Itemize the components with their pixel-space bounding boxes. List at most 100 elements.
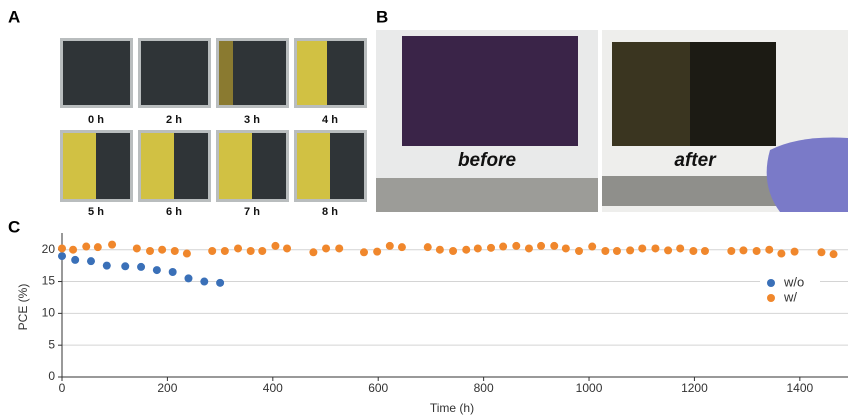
data-point [524,244,533,253]
x-tick-label: 1200 [681,381,708,395]
data-point [462,245,471,254]
data-point [58,244,66,253]
sample-label: 0 h [88,114,104,126]
data-point [689,247,698,255]
y-axis-label: PCE (%) [16,284,30,331]
data-point [561,244,570,253]
y-tick-label: 5 [48,337,55,351]
data-point [626,246,635,255]
data-point [739,246,748,255]
data-point [423,243,432,252]
panel-label: B [376,7,388,26]
legend-marker [767,279,775,287]
data-point [258,247,267,255]
data-point [82,242,91,251]
data-point [283,244,292,253]
data-point [200,277,209,286]
data-point [829,250,838,259]
x-axis-label: Time (h) [430,401,474,415]
y-tick-label: 20 [42,242,56,256]
data-point [487,243,495,252]
data-point [777,249,786,258]
data-point [765,245,774,254]
data-point [137,262,146,271]
data-point [216,278,225,287]
data-point [152,266,161,275]
data-point [71,255,80,264]
panel-label: A [8,7,20,26]
x-tick-label: 600 [368,381,388,395]
data-point [146,247,155,255]
data-point [537,241,546,250]
data-point [449,247,458,255]
data-point [588,242,597,251]
data-point [385,241,394,250]
sample-label: 2 h [166,114,182,126]
x-tick-label: 0 [59,381,66,395]
sample-label: 5 h [88,206,104,218]
data-point [435,245,444,254]
x-tick-label: 400 [263,381,283,395]
sample-label: 3 h [244,114,260,126]
data-point [790,247,799,256]
data-point [102,261,111,270]
data-point [473,244,482,253]
data-point [676,244,685,253]
data-point [93,243,102,252]
data-point [651,244,660,253]
data-point [69,245,78,254]
data-point [335,244,344,253]
data-point [168,268,177,276]
data-point [184,274,193,283]
data-point [86,257,95,266]
x-tick-label: 1000 [576,381,603,395]
data-point [612,247,621,255]
x-tick-label: 200 [157,381,177,395]
data-point [234,244,243,253]
photo-caption: before [458,150,517,171]
sample-label: 6 h [166,206,182,218]
legend-label: w/ [783,289,797,304]
data-point [309,248,318,257]
data-point [397,243,406,252]
data-point [550,241,559,250]
data-point [373,247,382,256]
sample-label: 4 h [322,114,338,126]
data-point [512,241,521,250]
sample-photos [58,36,370,214]
data-point [817,248,826,257]
data-point [575,247,584,255]
data-point [182,249,191,258]
data-point [638,244,647,253]
data-point [246,247,255,255]
data-point [499,242,508,251]
data-point [727,247,736,255]
data-point [752,247,761,255]
data-point [359,248,368,257]
sample-label: 7 h [244,206,260,218]
data-point [601,247,610,255]
data-point [158,245,167,254]
x-tick-label: 800 [474,381,494,395]
film-photos [376,30,848,212]
data-point [121,262,130,271]
data-point [108,240,117,249]
data-point [170,247,179,255]
data-point [208,247,217,255]
sample-label: 8 h [322,206,338,218]
data-point [322,244,331,253]
y-tick-label: 15 [42,274,56,288]
data-point [58,252,66,261]
data-point [220,247,229,255]
panel-label: C [8,217,20,236]
legend-label: w/o [783,274,804,289]
y-tick-label: 0 [48,369,55,383]
legend-marker [767,294,775,302]
data-point [664,246,673,255]
x-tick-label: 1400 [786,381,813,395]
data-point [700,247,709,255]
photo-caption: after [674,150,717,171]
y-tick-label: 10 [42,306,56,320]
data-point [132,244,141,253]
